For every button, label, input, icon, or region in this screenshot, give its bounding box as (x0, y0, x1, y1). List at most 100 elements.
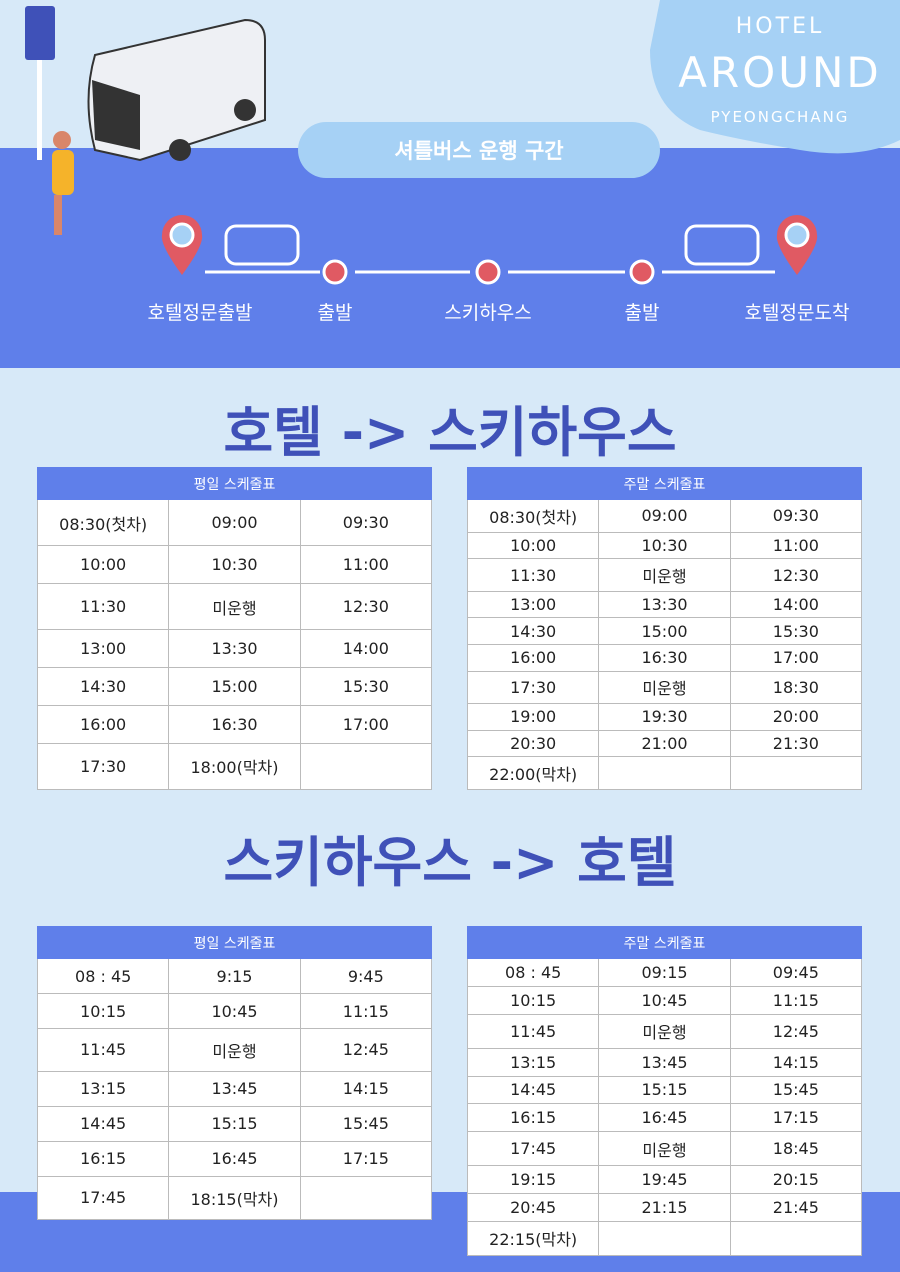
logo-blob (650, 0, 900, 154)
time-cell: 15:30 (299, 667, 433, 706)
time-cell: 12:30 (299, 583, 433, 631)
time-cell: 10:15 (36, 993, 170, 1029)
time-cell: 22:15(막차) (466, 1220, 600, 1257)
time-cell: 15:30 (729, 617, 863, 645)
time-cell: 10:45 (598, 985, 731, 1015)
time-cell: 09:15 (598, 958, 731, 987)
table-row: 20:45 21:15 21:45 (466, 1193, 863, 1222)
table-row: 22:15(막차) (466, 1220, 863, 1257)
time-cell: 09:00 (598, 499, 731, 533)
time-cell: 13:00 (36, 629, 170, 669)
time-cell (598, 1220, 731, 1257)
table-row: 20:30 21:00 21:30 (466, 729, 863, 758)
time-cell: 17:30 (466, 670, 600, 705)
time-cell: 11:45 (466, 1013, 600, 1049)
time-cell: 미운행 (168, 583, 301, 631)
table-row: 22:00(막차) (466, 756, 863, 790)
table-header: 주말 스케줄표 (467, 926, 862, 959)
time-cell: 14:30 (466, 617, 600, 645)
table-row: 08:30(첫차) 09:00 09:30 (466, 499, 863, 533)
time-cell: 14:00 (729, 590, 863, 619)
time-cell (299, 1175, 433, 1221)
time-cell: 16:45 (598, 1103, 731, 1133)
table-row: 08 : 45 09:15 09:45 (466, 958, 863, 987)
time-cell (299, 742, 433, 791)
time-cell: 13:45 (598, 1047, 731, 1077)
table-row: 16:15 16:45 17:15 (466, 1103, 863, 1133)
table-row: 13:15 13:45 14:15 (466, 1047, 863, 1077)
time-cell: 11:15 (729, 985, 863, 1015)
bus-stop-pole (37, 50, 42, 160)
table-row: 10:15 10:45 11:15 (466, 985, 863, 1015)
time-cell: 9:15 (168, 958, 301, 994)
time-cell: 15:15 (598, 1075, 731, 1105)
time-cell: 10:30 (598, 531, 731, 560)
time-cell: 11:30 (466, 558, 600, 592)
time-cell: 09:45 (729, 958, 863, 987)
time-cell: 18:15(막차) (168, 1175, 301, 1221)
time-cell: 08:30(첫차) (36, 498, 170, 547)
table-row: 17:45 18:15(막차) (36, 1175, 433, 1221)
bus-window (92, 80, 140, 150)
time-cell: 16:15 (36, 1140, 170, 1177)
table-row: 17:45 미운행 18:45 (466, 1131, 863, 1167)
time-cell: 14:30 (36, 667, 170, 706)
time-cell: 미운행 (598, 1013, 731, 1049)
route-stop: 출발 (317, 302, 353, 324)
table-row: 13:15 13:45 14:15 (36, 1070, 433, 1107)
route-stop: 스키하우스 (444, 302, 532, 324)
table-row: 11:45 미운행 12:45 (36, 1028, 433, 1072)
route-title: 셔틀버스 운행 구간 (298, 122, 660, 178)
time-cell: 19:00 (466, 703, 600, 731)
time-cell: 17:30 (36, 742, 170, 791)
time-cell: 08 : 45 (36, 958, 170, 994)
table-row: 11:30 미운행 12:30 (466, 558, 863, 592)
bus-wheel (234, 99, 256, 121)
person (52, 150, 74, 195)
time-cell: 14:15 (729, 1047, 863, 1077)
time-cell: 09:30 (299, 498, 433, 547)
section-title: 호텔 -> 스키하우스 (223, 401, 677, 464)
time-cell: 16:00 (36, 704, 170, 744)
time-cell: 17:00 (299, 704, 433, 744)
table-caption: 주말 스케줄표 (467, 467, 862, 500)
table-row: 13:00 13:30 14:00 (36, 629, 433, 669)
bus-wheel (169, 139, 191, 161)
table-row: 17:30 18:00(막차) (36, 742, 433, 791)
logo-line: PYEONGCHANG (710, 108, 850, 126)
time-cell: 미운행 (168, 1028, 301, 1072)
schedule-table: 평일 스케줄표 08 : 45 9:15 9:45 10:15 10:45 11:15 11:… (36, 926, 433, 1221)
time-cell: 15:45 (299, 1105, 433, 1142)
time-cell: 14:15 (299, 1070, 433, 1107)
time-cell: 18:45 (729, 1131, 863, 1167)
time-cell: 15:00 (598, 617, 731, 645)
time-cell (729, 1220, 863, 1257)
time-cell: 20:15 (729, 1165, 863, 1194)
time-cell: 21:00 (598, 729, 731, 758)
time-cell: 13:30 (168, 629, 301, 669)
time-cell: 9:45 (299, 958, 433, 994)
time-cell: 17:45 (36, 1175, 170, 1221)
schedule-table: 평일 스케줄표 08:30(첫차) 09:00 09:30 10:00 10:30 11:0… (36, 467, 433, 791)
section-title: 스키하우스 -> 호텔 (223, 831, 677, 894)
time-cell: 19:15 (466, 1165, 600, 1194)
time-cell: 17:15 (729, 1103, 863, 1133)
time-cell: 10:30 (168, 545, 301, 585)
table-row: 11:30 미운행 12:30 (36, 583, 433, 631)
time-cell: 11:15 (299, 993, 433, 1029)
table-header: 주말 스케줄표 (467, 467, 862, 500)
person (54, 195, 62, 235)
table-caption: 주말 스케줄표 (467, 926, 862, 959)
time-cell (729, 756, 863, 790)
time-cell: 16:45 (168, 1140, 301, 1177)
time-cell: 10:00 (466, 531, 600, 560)
logo-line: AROUND (678, 48, 882, 97)
table-caption: 평일 스케줄표 (37, 926, 432, 959)
time-cell: 13:00 (466, 590, 600, 619)
illustration (25, 0, 900, 285)
table-row: 16:15 16:45 17:15 (36, 1140, 433, 1177)
time-cell: 18:00(막차) (168, 742, 301, 791)
time-cell: 11:00 (729, 531, 863, 560)
time-cell: 미운행 (598, 1131, 731, 1167)
